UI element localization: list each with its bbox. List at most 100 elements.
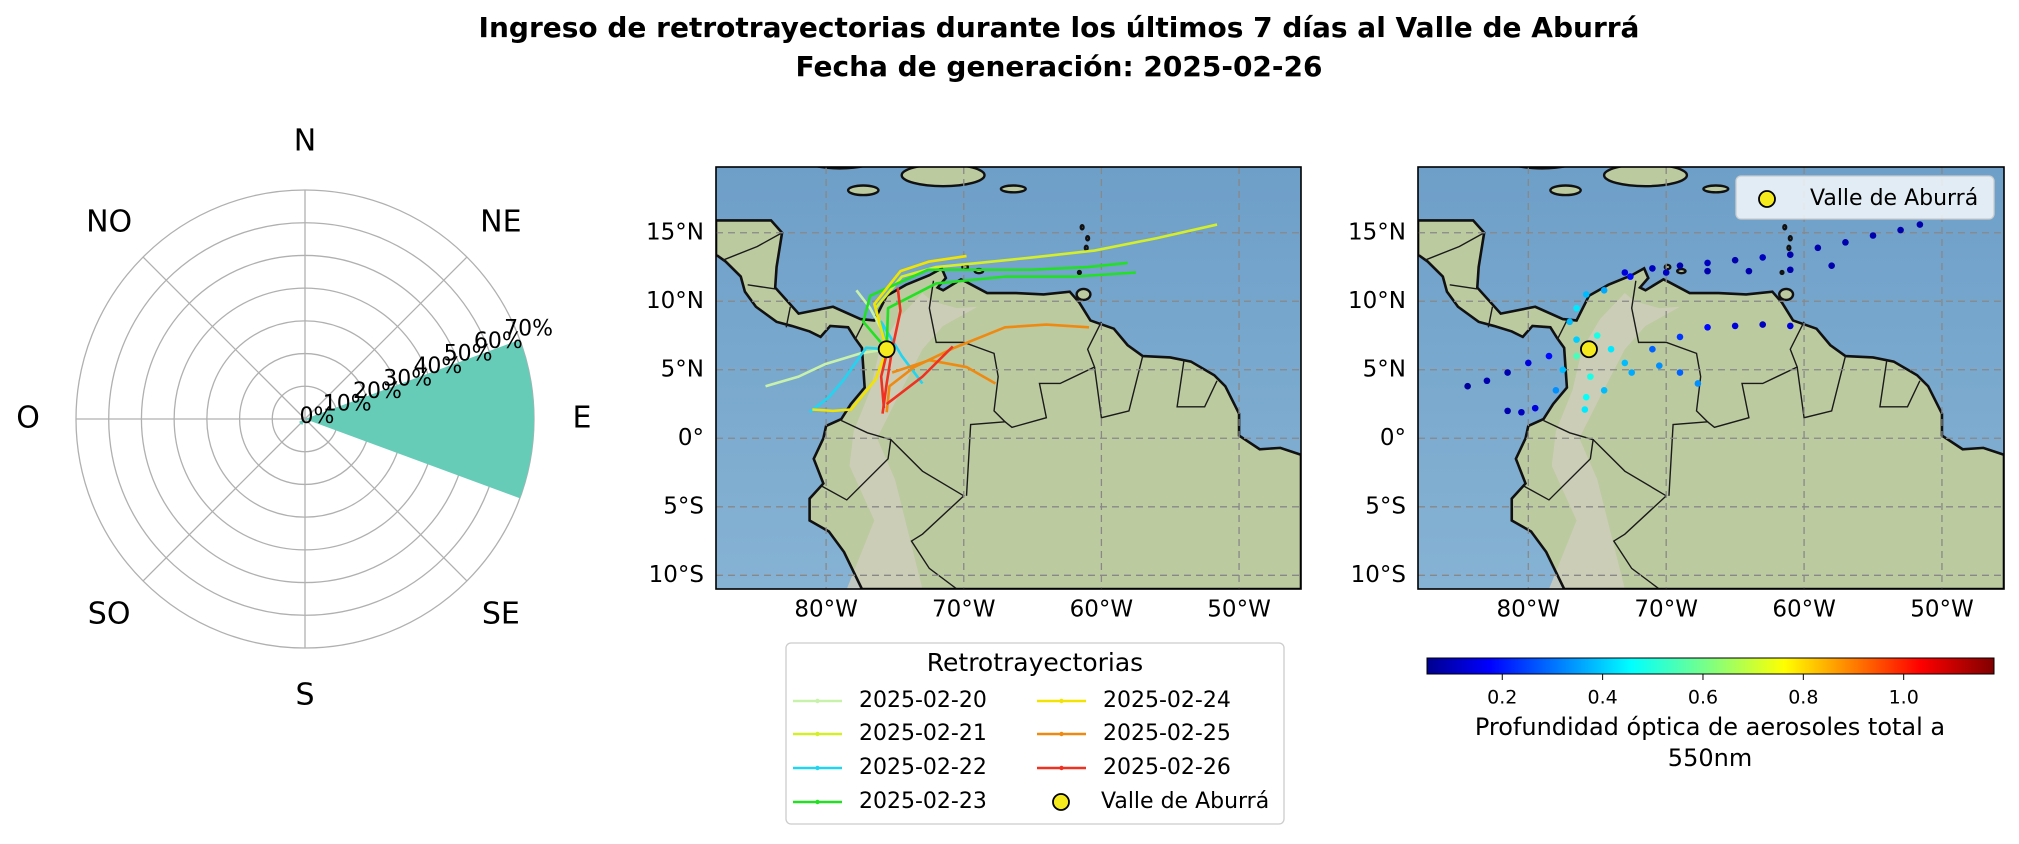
legend-label: 2025-02-23 — [859, 789, 987, 814]
map-frame — [1417, 166, 2005, 590]
aod-point — [1869, 232, 1877, 239]
colorbar-tick-label: 1.0 — [1889, 687, 1919, 709]
aod-point — [1916, 221, 1924, 228]
border — [890, 439, 965, 589]
direction-label: E — [573, 401, 592, 436]
aod-point — [1573, 352, 1580, 360]
aod-point — [1627, 273, 1634, 280]
aod-point — [1587, 373, 1594, 380]
subtitle: Fecha de generación: 2025-02-26 — [795, 50, 1322, 83]
aod-point — [1582, 393, 1590, 401]
border — [1424, 232, 1485, 261]
aod-point — [1649, 265, 1656, 272]
island — [1549, 184, 1582, 197]
aod-point — [1464, 382, 1471, 390]
y-tick-label: 5°N — [661, 356, 704, 382]
legend-label: 2025-02-21 — [859, 721, 987, 746]
legend-label: 2025-02-24 — [1103, 688, 1231, 713]
legend-swatch-dot — [815, 731, 820, 737]
radial-tick-label: 20% — [353, 379, 402, 404]
direction-label: NO — [86, 205, 132, 240]
colorbar-tick-label: 0.4 — [1588, 687, 1618, 709]
colorbar-tick-label: 0.6 — [1688, 687, 1718, 709]
direction-label: SO — [88, 596, 131, 631]
aod-point — [1662, 269, 1670, 276]
border — [1093, 355, 1144, 419]
radial-tick-label: 50% — [444, 341, 493, 366]
island — [1786, 244, 1792, 252]
legend-marker — [1758, 190, 1776, 208]
border — [1556, 320, 1568, 340]
aod-point — [1621, 359, 1629, 367]
direction-label: N — [294, 124, 316, 159]
aod-point — [1814, 244, 1822, 252]
aod-point — [1655, 362, 1663, 369]
trajectory — [885, 345, 954, 406]
aod-point — [1731, 322, 1739, 330]
aod-point — [1828, 262, 1835, 269]
aod-point — [1518, 408, 1525, 416]
aod-point — [1483, 377, 1491, 385]
island — [1702, 184, 1730, 194]
aod-point — [1628, 369, 1636, 376]
border — [747, 284, 776, 290]
border — [785, 306, 792, 328]
legend-swatch-dot — [815, 698, 820, 704]
border — [1879, 360, 1921, 408]
x-tick-label: 80°W — [794, 597, 858, 623]
aod-point — [1704, 267, 1711, 275]
spoke — [142, 256, 306, 420]
island — [846, 184, 880, 197]
legend-swatch-dot — [1059, 765, 1064, 771]
trajectory — [812, 348, 888, 413]
x-tick-label: 70°W — [1634, 597, 1698, 623]
direction-label: SE — [482, 596, 520, 631]
aod-point — [1842, 239, 1849, 246]
spoke — [304, 256, 468, 420]
map — [716, 167, 1301, 589]
border — [1523, 419, 1594, 501]
aod-point — [1573, 304, 1580, 312]
aod-point — [1607, 345, 1615, 353]
aod-point — [1525, 359, 1532, 367]
aod-point — [1676, 369, 1684, 376]
island — [999, 184, 1027, 194]
legend-swatch-dot — [1059, 731, 1064, 737]
wedge — [299, 419, 305, 425]
border — [1631, 280, 1710, 496]
legend-label: 2025-02-20 — [859, 688, 987, 713]
aod-point — [1745, 267, 1753, 275]
trajectory — [885, 323, 1090, 413]
aod-point — [1545, 352, 1553, 360]
legend-label: 2025-02-25 — [1103, 721, 1231, 746]
y-tick-label: 10°S — [1351, 562, 1406, 588]
aod-point — [1581, 406, 1589, 413]
legend-box — [1735, 175, 1995, 220]
aod-point — [1531, 404, 1539, 412]
y-tick-label: 0° — [1380, 425, 1406, 451]
trajectory — [765, 347, 887, 388]
y-tick-label: 5°S — [663, 493, 704, 519]
aod-point — [1786, 266, 1794, 274]
trajectory — [874, 223, 1218, 350]
x-tick-label: 50°W — [1910, 597, 1974, 623]
aod-point — [1649, 345, 1656, 353]
trajectory — [872, 254, 967, 350]
x-tick-label: 60°W — [1070, 597, 1134, 623]
aod-point — [1786, 251, 1794, 258]
colorbar-tick-label: 0.2 — [1487, 687, 1517, 709]
aod-point — [1621, 269, 1629, 276]
direction-label: S — [295, 678, 314, 713]
spoke — [304, 418, 468, 582]
wedge — [305, 339, 534, 499]
y-tick-label: 5°S — [1365, 493, 1406, 519]
title: Ingreso de retrotrayectorias durante los… — [479, 11, 1640, 44]
border — [1592, 439, 1668, 589]
aod-point — [1676, 333, 1684, 341]
coastline — [716, 219, 1301, 589]
aod-point — [1566, 318, 1573, 326]
border — [1176, 360, 1218, 408]
y-tick-label: 15°N — [646, 219, 704, 245]
